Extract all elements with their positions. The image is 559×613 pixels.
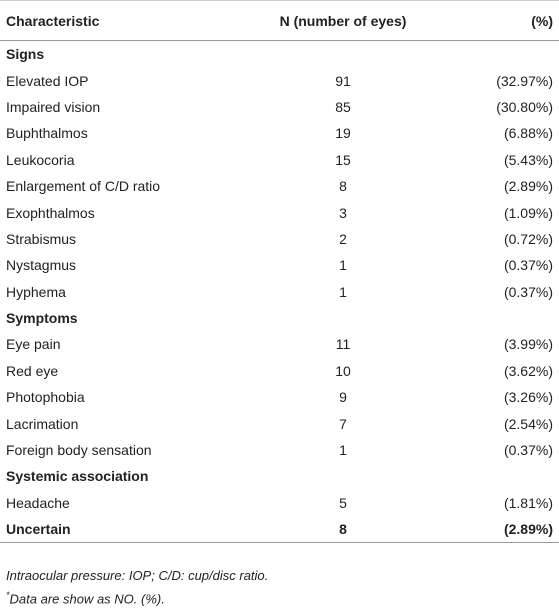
value-cell: 1 <box>339 283 347 300</box>
footnote-mark: * <box>6 590 10 600</box>
table-body: Signs Elevated IOP 91 (32.97%) Impaired visi… <box>0 41 559 544</box>
data-table: Characteristic N (number of eyes) (%) Si… <box>0 0 559 544</box>
label-cell: Uncertain <box>0 516 262 544</box>
label-cell: Headache <box>6 494 70 511</box>
value-cell: 8 <box>339 178 347 195</box>
data-row: Photophobia 9 (3.26%) <box>0 384 559 410</box>
label-cell: Enlargement of C/D ratio <box>6 178 161 195</box>
header-cell: N (number of eyes) <box>262 0 424 41</box>
data-row: Exophthalmos 3 (1.09%) <box>0 199 559 225</box>
value-cell: (32.97%) <box>496 72 553 89</box>
data-row: Hyphema 1 (0.37%) <box>0 279 559 305</box>
value-cell: 10 <box>335 362 351 379</box>
value-cell: 3 <box>339 204 347 221</box>
value-cell: (2.89%) <box>424 516 559 544</box>
label-cell: Foreign body sensation <box>6 442 152 459</box>
header-row: Characteristic N (number of eyes) (%) <box>0 0 559 41</box>
value-cell: 9 <box>339 389 347 406</box>
value-cell: 91 <box>335 72 351 89</box>
section-row: Systemic association <box>0 463 559 489</box>
data-row: Enlargement of C/D ratio 8 (2.89%) <box>0 173 559 199</box>
value-cell: 8 <box>262 516 424 544</box>
value-cell: 7 <box>339 415 347 432</box>
value-cell: 11 <box>335 336 351 353</box>
value-cell: (3.62%) <box>503 362 553 379</box>
value-cell: (0.37%) <box>503 257 553 274</box>
header-cell: Characteristic <box>0 0 262 41</box>
label-cell: Impaired vision <box>6 98 101 115</box>
label-cell: Hyphema <box>6 283 66 300</box>
footnote: Intraocular pressure: IOP; C/D: cup/disc… <box>6 568 269 583</box>
value-cell: (3.26%) <box>503 389 553 406</box>
value-cell: (2.89%) <box>503 178 553 195</box>
value-cell: 15 <box>335 151 351 168</box>
label-cell: Systemic association <box>6 468 149 485</box>
label-cell: Buphthalmos <box>6 125 88 142</box>
label-cell: Elevated IOP <box>6 72 89 89</box>
data-row: Uncertain 8 (2.89%) <box>0 516 559 544</box>
section-row: Signs <box>0 41 559 68</box>
value-cell: 5 <box>339 494 347 511</box>
footnote-text: Data are show as NO. (%). <box>9 591 165 607</box>
value-cell: (5.43%) <box>503 151 553 168</box>
value-cell: 1 <box>339 442 347 459</box>
label-cell: Strabismus <box>6 230 77 247</box>
data-row: Strabismus 2 (0.72%) <box>0 226 559 252</box>
data-row: Nystagmus 1 (0.37%) <box>0 252 559 278</box>
label-cell: Lacrimation <box>6 415 79 432</box>
value-cell: (2.54%) <box>503 415 553 432</box>
footnote: *Data are show as NO. (%). <box>6 590 165 606</box>
label-cell: Eye pain <box>6 336 61 353</box>
value-cell: 1 <box>339 257 347 274</box>
data-row: Elevated IOP 91 (32.97%) <box>0 67 559 93</box>
value-cell: 2 <box>339 230 347 247</box>
data-row: Lacrimation 7 (2.54%) <box>0 410 559 436</box>
data-row: Headache 5 (1.81%) <box>0 490 559 516</box>
value-cell: (1.09%) <box>503 204 553 221</box>
data-row: Buphthalmos 19 (6.88%) <box>0 120 559 146</box>
label-cell: Nystagmus <box>6 257 77 274</box>
value-cell: (0.37%) <box>503 442 553 459</box>
value-cell: (3.99%) <box>503 336 553 353</box>
data-row: Eye pain 11 (3.99%) <box>0 331 559 357</box>
label-cell: Exophthalmos <box>6 204 95 221</box>
value-cell: (6.88%) <box>503 125 553 142</box>
data-row: Impaired vision 85 (30.80%) <box>0 94 559 120</box>
data-row: Foreign body sensation 1 (0.37%) <box>0 437 559 463</box>
label-cell: Signs <box>6 46 45 63</box>
value-cell: (0.72%) <box>503 230 553 247</box>
header-cell: (%) <box>424 0 559 41</box>
section-row: Symptoms <box>0 305 559 331</box>
value-cell: 19 <box>335 125 351 142</box>
label-cell: Symptoms <box>6 310 78 327</box>
value-cell: (30.80%) <box>496 98 553 115</box>
label-cell: Red eye <box>6 362 59 379</box>
label-cell: Leukocoria <box>6 151 75 168</box>
value-cell: (0.37%) <box>503 283 553 300</box>
data-row: Red eye 10 (3.62%) <box>0 358 559 384</box>
value-cell: 85 <box>335 98 351 115</box>
label-cell: Photophobia <box>6 389 85 406</box>
value-cell: (1.81%) <box>503 494 553 511</box>
data-row: Leukocoria 15 (5.43%) <box>0 147 559 173</box>
